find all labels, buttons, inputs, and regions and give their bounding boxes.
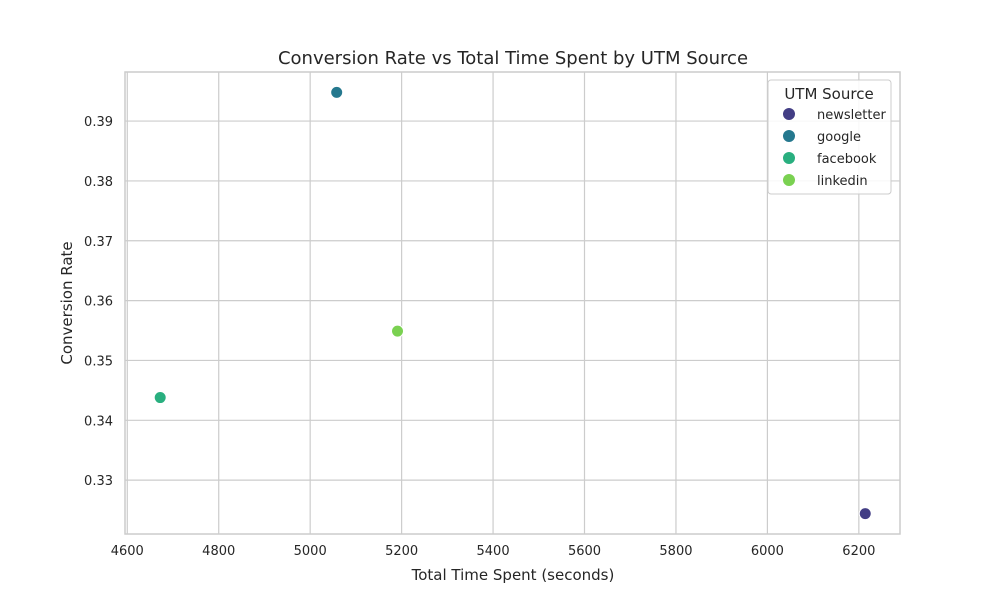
plot-frame — [124, 71, 901, 535]
x-tick-label: 5400 — [477, 544, 510, 559]
x-tick-label: 5200 — [385, 544, 418, 559]
data-point-facebook — [153, 391, 167, 405]
legend-title: UTM Source — [784, 85, 873, 103]
legend-label-facebook: facebook — [817, 152, 877, 167]
y-tick-label: 0.36 — [84, 295, 113, 310]
legend-marker-linkedin — [783, 174, 795, 186]
y-tick-label: 0.38 — [84, 175, 113, 190]
y-tick-label: 0.35 — [84, 354, 113, 369]
y-tick-label: 0.39 — [84, 115, 113, 130]
x-tick-label: 4800 — [202, 544, 235, 559]
x-tick-label: 4600 — [111, 544, 144, 559]
x-axis-label: Total Time Spent (seconds) — [411, 566, 615, 584]
chart-title: Conversion Rate vs Total Time Spent by U… — [278, 48, 748, 69]
data-point-linkedin — [391, 324, 405, 338]
data-point-google — [330, 85, 344, 99]
legend-items: newsletter google facebook linkedin — [783, 108, 886, 189]
legend-marker-newsletter — [783, 108, 795, 120]
y-tick-labels: 0.33 0.34 0.35 0.36 0.37 0.38 0.39 — [84, 115, 113, 489]
y-tick-label: 0.33 — [84, 474, 113, 489]
x-tick-label: 5600 — [568, 544, 601, 559]
legend-marker-facebook — [783, 152, 795, 164]
legend-label-linkedin: linkedin — [817, 174, 868, 189]
x-tick-labels: 4600 4800 5000 5200 5400 5600 5800 6000 6200 — [111, 544, 876, 559]
y-tick-label: 0.34 — [84, 414, 113, 429]
legend-label-google: google — [817, 130, 861, 145]
x-tick-label: 5800 — [659, 544, 692, 559]
data-points — [153, 85, 872, 521]
data-point-newsletter — [858, 507, 872, 521]
legend: UTM Source newsletter google facebook linke… — [767, 79, 892, 195]
y-tick-label: 0.37 — [84, 235, 113, 250]
legend-label-newsletter: newsletter — [817, 108, 886, 123]
x-tick-label: 5000 — [294, 544, 327, 559]
legend-box — [767, 79, 892, 195]
x-tick-label: 6000 — [751, 544, 784, 559]
legend-marker-google — [783, 130, 795, 142]
x-tick-label: 6200 — [842, 544, 875, 559]
y-axis-label: Conversion Rate — [58, 241, 76, 364]
